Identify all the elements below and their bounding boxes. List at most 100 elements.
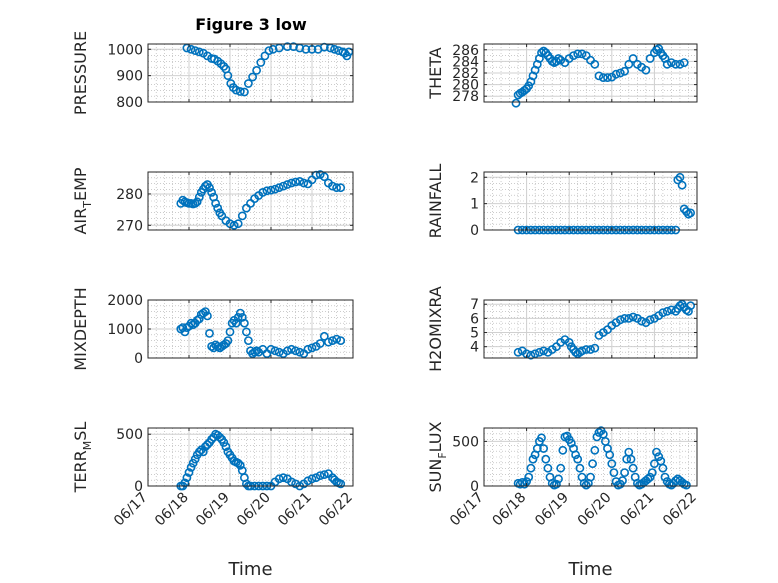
data-point	[332, 334, 341, 344]
plot-area	[484, 428, 697, 486]
y-tick-label: 900	[116, 69, 143, 85]
x-tick-label: 06/20	[575, 490, 615, 530]
data-point	[200, 181, 210, 191]
data-point	[225, 327, 235, 337]
data-point	[231, 85, 241, 95]
data-point	[190, 198, 200, 208]
data-point	[274, 474, 284, 484]
x-tick-label: 06/22	[660, 490, 700, 530]
data-point	[182, 473, 192, 483]
data-point	[315, 471, 325, 480]
data-point	[243, 336, 253, 345]
data-point	[239, 87, 249, 97]
data-point	[268, 44, 278, 54]
data-point	[652, 447, 661, 457]
data-point	[258, 187, 268, 197]
data-point	[295, 176, 305, 186]
data-point	[274, 347, 284, 357]
y-tick-label: 0	[134, 351, 143, 367]
data-point	[198, 447, 208, 457]
data-point	[307, 343, 317, 353]
data-point	[686, 301, 695, 311]
axes-box	[483, 299, 698, 359]
data-point	[554, 474, 563, 484]
subplot-air-temp: 270 280 AIRTEMP	[71, 167, 354, 235]
data-point	[328, 336, 337, 345]
data-point	[526, 350, 536, 360]
data-point	[539, 346, 548, 356]
data-point	[336, 336, 346, 345]
y-tick-label: 2	[470, 170, 479, 186]
data-point	[618, 476, 627, 485]
data-point	[266, 185, 276, 195]
x-tick-label: 06/18	[490, 490, 530, 530]
data-series	[176, 429, 346, 491]
data-point	[194, 47, 204, 57]
data-point	[511, 98, 521, 108]
data-series	[513, 299, 695, 360]
y-tick-label: 1000	[107, 322, 143, 338]
data-point	[287, 344, 296, 354]
x-tick-label: 06/20	[234, 490, 274, 530]
x-tick-label: 06/17	[447, 490, 487, 530]
data-point	[190, 46, 200, 55]
data-point	[590, 59, 600, 69]
y-axis-label: TERRMSL	[71, 422, 94, 494]
data-point	[301, 44, 311, 54]
data-point	[594, 71, 604, 81]
data-point	[577, 49, 587, 59]
data-series	[513, 426, 691, 490]
y-tick-label: 1000	[107, 42, 143, 58]
data-point	[586, 345, 595, 354]
data-point	[260, 51, 270, 61]
data-point	[607, 459, 617, 469]
axes-box	[147, 171, 354, 231]
data-point	[660, 472, 670, 482]
data-point	[205, 328, 214, 338]
y-tick-label: 280	[116, 187, 143, 203]
y-tick-label: 5	[470, 326, 479, 342]
data-point	[295, 347, 305, 357]
data-point	[662, 306, 672, 316]
data-point	[223, 71, 233, 80]
data-point	[575, 463, 585, 473]
data-point	[686, 208, 695, 218]
data-point	[647, 468, 657, 477]
data-point	[319, 172, 329, 182]
data-point	[524, 472, 534, 482]
data-point	[282, 346, 292, 356]
figure-title: Figure 3 low	[195, 15, 307, 34]
data-point	[291, 177, 300, 187]
data-point	[624, 59, 634, 69]
data-point	[598, 73, 608, 82]
y-axis-label: H2OMIXRA	[426, 286, 445, 372]
y-tick-label: 6	[470, 311, 479, 327]
data-point	[223, 336, 233, 345]
data-point	[336, 183, 346, 193]
data-point	[221, 442, 231, 451]
data-point	[184, 468, 194, 477]
data-point	[682, 480, 691, 490]
data-point	[243, 79, 253, 88]
data-point	[235, 308, 245, 318]
y-tick-label: 282	[452, 66, 479, 82]
data-point	[237, 211, 247, 221]
y-axis-label: AIRTEMP	[71, 167, 94, 234]
data-point	[620, 313, 629, 323]
data-point	[671, 59, 681, 69]
data-point	[556, 463, 566, 473]
data-point	[564, 337, 574, 347]
data-point	[643, 474, 653, 484]
subplot-pressure: 800 900 1000 PRESSURE	[71, 31, 354, 115]
data-point	[645, 315, 655, 325]
data-point	[581, 51, 591, 60]
axes-box	[147, 427, 354, 487]
data-point	[274, 183, 284, 193]
data-point	[248, 72, 257, 82]
data-point	[637, 316, 646, 326]
data-point	[573, 49, 583, 59]
data-point	[615, 315, 625, 325]
y-tick-label: 270	[116, 218, 143, 234]
y-tick-label: 1	[470, 197, 479, 213]
data-point	[588, 459, 597, 469]
